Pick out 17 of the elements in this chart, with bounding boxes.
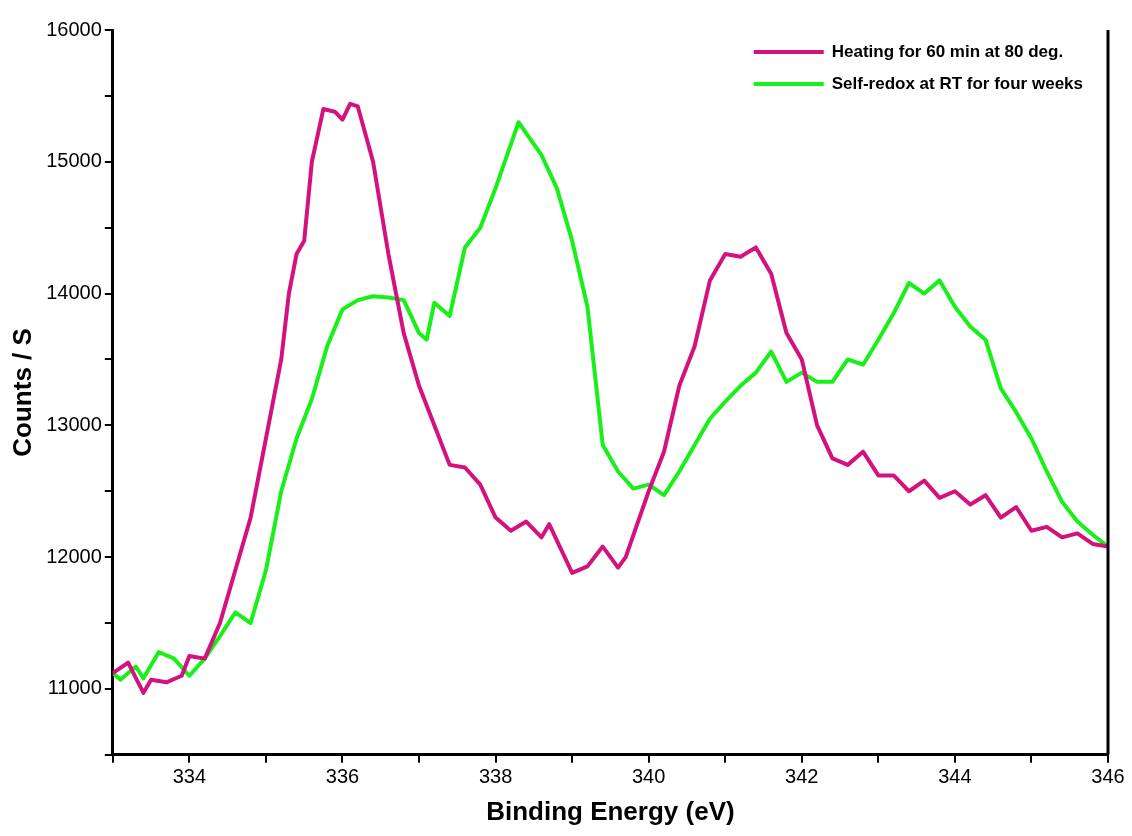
y-tick-label: 14000 <box>46 281 102 304</box>
x-tick-label: 334 <box>172 765 207 788</box>
y-tick-label: 15000 <box>46 149 102 172</box>
y-axis-title: Counts / S <box>6 328 37 457</box>
x-tick-label: 344 <box>938 765 972 788</box>
y-tick-label: 16000 <box>46 17 102 40</box>
legend-label: Heating for 60 min at 80 deg. <box>831 41 1064 61</box>
x-axis-title: Binding Energy (eV) <box>486 795 735 826</box>
x-tick-label: 346 <box>1091 765 1125 788</box>
y-tick-label: 12000 <box>46 544 102 567</box>
y-tick-label: 11000 <box>47 676 102 699</box>
x-tick-label: 336 <box>325 765 360 788</box>
legend-label: Self-redox at RT for four weeks <box>831 73 1084 93</box>
y-tick-label: 13000 <box>46 412 102 435</box>
x-tick-label: 338 <box>478 765 513 788</box>
x-tick-label: 340 <box>632 765 666 788</box>
x-tick-label: 342 <box>785 765 819 788</box>
